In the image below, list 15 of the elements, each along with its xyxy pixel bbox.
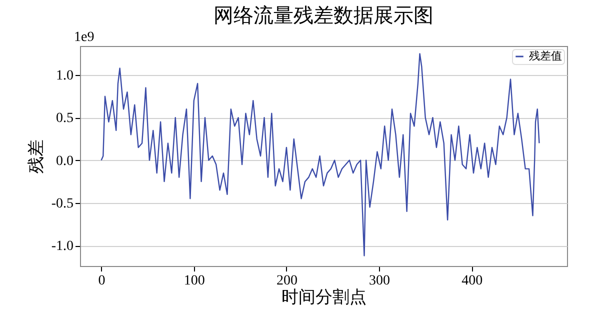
y-tick-label: -0.5 — [51, 196, 74, 212]
y-tick-label: 0.0 — [56, 154, 74, 169]
x-tick-label: 0 — [98, 274, 106, 288]
y-tick-label: -1.0 — [51, 239, 74, 254]
chart-title: 网络流量残差数据展示图 — [214, 5, 434, 27]
legend-label: 残差值 — [529, 50, 562, 62]
x-tick-label: 200 — [276, 274, 298, 288]
x-tick-label: 100 — [184, 274, 205, 288]
text: 1e9 — [74, 30, 94, 45]
x-tick-label: 400 — [462, 274, 483, 288]
y-axis-title: 残差 — [26, 140, 46, 174]
x-axis-title: 时间分割点 — [282, 288, 366, 306]
x-tick-label: 300 — [369, 274, 390, 288]
y-tick-label: 0.5 — [56, 111, 74, 126]
y-tick-label: 1.0 — [56, 68, 74, 84]
